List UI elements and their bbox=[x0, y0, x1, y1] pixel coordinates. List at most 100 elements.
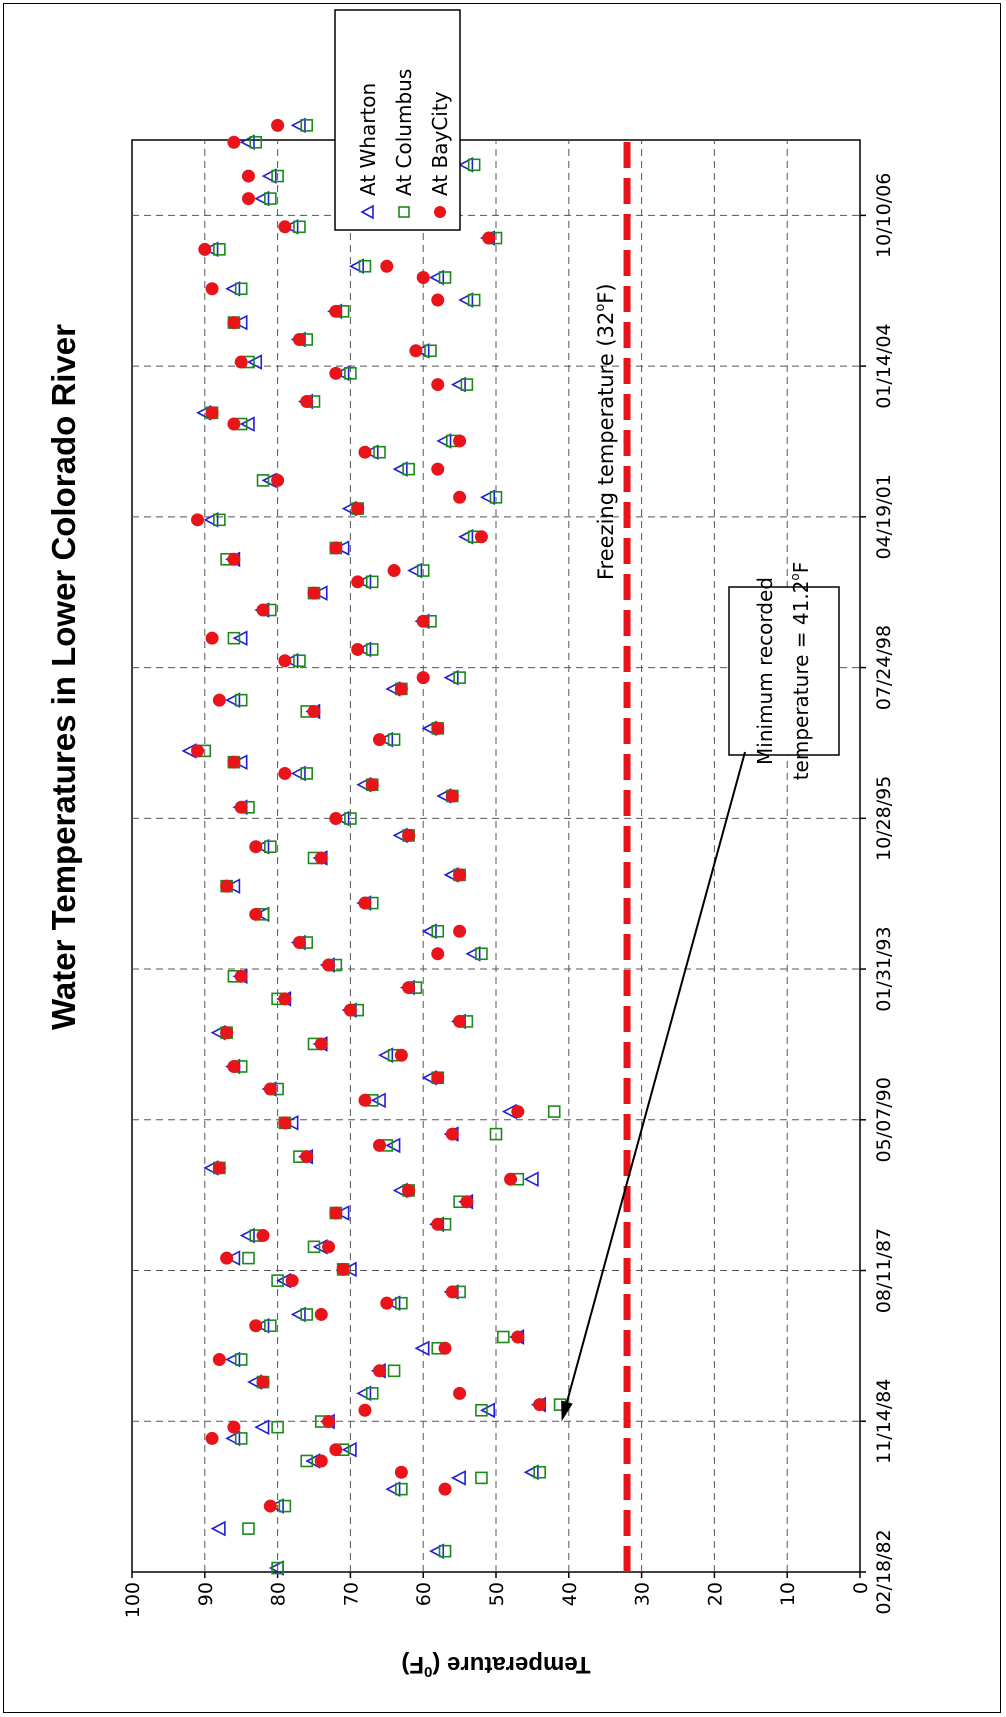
point-columbus bbox=[293, 654, 306, 668]
point-baycity bbox=[511, 1330, 525, 1344]
point-baycity bbox=[373, 1138, 387, 1152]
y-tick-label: 10 bbox=[777, 1582, 799, 1606]
point-wharton bbox=[283, 652, 299, 669]
point-baycity bbox=[453, 924, 467, 938]
point-wharton bbox=[247, 354, 263, 370]
point-columbus bbox=[256, 474, 270, 487]
point-wharton bbox=[370, 1092, 386, 1109]
point-columbus bbox=[234, 1353, 248, 1366]
point-wharton bbox=[261, 168, 277, 184]
point-wharton bbox=[458, 156, 474, 173]
point-columbus bbox=[271, 1561, 284, 1575]
point-baycity bbox=[314, 1037, 328, 1051]
point-baycity bbox=[336, 1262, 350, 1276]
point-columbus bbox=[489, 1127, 503, 1141]
point-wharton bbox=[341, 1261, 357, 1278]
point-baycity bbox=[278, 992, 292, 1006]
point-baycity bbox=[278, 220, 292, 234]
point-wharton bbox=[443, 669, 459, 686]
chart-frame bbox=[3, 3, 1001, 1713]
point-baycity bbox=[285, 1274, 299, 1288]
point-wharton bbox=[254, 1419, 270, 1435]
point-wharton bbox=[225, 692, 241, 708]
legend-marker-wharton bbox=[360, 204, 374, 220]
y-tick-label: 60 bbox=[413, 1582, 435, 1606]
point-columbus bbox=[365, 643, 379, 656]
point-columbus bbox=[467, 293, 481, 307]
y-tick-label: 40 bbox=[559, 1582, 581, 1606]
point-columbus bbox=[365, 575, 379, 589]
point-columbus bbox=[242, 1251, 255, 1265]
point-wharton bbox=[290, 1306, 306, 1323]
point-baycity bbox=[431, 1217, 445, 1231]
point-columbus bbox=[431, 924, 445, 938]
point-baycity bbox=[278, 766, 292, 780]
point-baycity bbox=[234, 800, 248, 814]
point-wharton bbox=[392, 461, 408, 477]
x-tick-label: 05/07/90 bbox=[873, 1077, 895, 1162]
point-baycity bbox=[198, 242, 212, 256]
point-wharton bbox=[283, 218, 299, 235]
minimum-annotation: Minimum recorded temperature = 41.2oF bbox=[561, 562, 840, 1422]
y-tick-label: 50 bbox=[486, 1582, 508, 1606]
point-baycity bbox=[227, 417, 241, 431]
point-baycity bbox=[314, 1454, 328, 1468]
data-points bbox=[181, 117, 567, 1576]
point-wharton bbox=[210, 1520, 226, 1537]
y-tick-label: 30 bbox=[632, 1582, 654, 1606]
point-baycity bbox=[263, 1082, 277, 1096]
point-wharton bbox=[414, 1340, 430, 1357]
point-baycity bbox=[482, 231, 496, 245]
x-tick-label: 10/28/95 bbox=[873, 776, 895, 861]
point-baycity bbox=[445, 789, 459, 803]
point-wharton bbox=[290, 765, 306, 782]
point-columbus bbox=[300, 1454, 314, 1468]
point-columbus bbox=[533, 1465, 546, 1479]
point-wharton bbox=[479, 489, 496, 506]
point-baycity bbox=[314, 851, 328, 865]
point-wharton bbox=[254, 190, 270, 207]
point-columbus bbox=[264, 1319, 277, 1333]
point-wharton bbox=[429, 1543, 445, 1559]
point-baycity bbox=[358, 1093, 372, 1107]
point-baycity bbox=[227, 1420, 241, 1434]
point-baycity bbox=[256, 1375, 270, 1389]
point-columbus bbox=[438, 271, 452, 284]
point-baycity bbox=[205, 282, 219, 296]
x-tick-label: 04/19/01 bbox=[873, 474, 895, 559]
point-baycity bbox=[358, 896, 372, 910]
point-columbus bbox=[489, 490, 503, 504]
point-baycity bbox=[241, 192, 255, 206]
point-wharton bbox=[421, 923, 437, 940]
point-wharton bbox=[203, 241, 219, 258]
point-baycity bbox=[249, 1319, 263, 1333]
point-baycity bbox=[300, 1150, 314, 1164]
point-wharton bbox=[334, 365, 350, 382]
annotation-arrowhead bbox=[561, 1400, 573, 1422]
point-baycity bbox=[402, 828, 416, 842]
point-baycity bbox=[373, 733, 387, 747]
point-baycity bbox=[416, 614, 430, 628]
point-wharton bbox=[334, 540, 350, 556]
point-columbus bbox=[475, 947, 488, 961]
point-baycity bbox=[445, 1127, 459, 1141]
point-wharton bbox=[225, 1430, 241, 1447]
point-wharton bbox=[407, 562, 423, 579]
point-baycity bbox=[256, 1229, 270, 1243]
point-wharton bbox=[254, 1317, 270, 1334]
point-baycity bbox=[220, 1026, 234, 1040]
point-baycity bbox=[402, 1183, 416, 1197]
point-baycity bbox=[256, 603, 270, 617]
legend-marker-columbus bbox=[398, 206, 410, 218]
point-columbus bbox=[213, 243, 226, 256]
point-wharton bbox=[203, 512, 219, 528]
point-columbus bbox=[402, 462, 415, 476]
point-wharton bbox=[334, 810, 350, 827]
point-baycity bbox=[416, 671, 430, 685]
point-baycity bbox=[394, 1465, 408, 1479]
point-baycity bbox=[322, 1415, 336, 1429]
point-wharton bbox=[225, 280, 241, 297]
point-baycity bbox=[511, 1105, 525, 1119]
point-columbus bbox=[496, 1330, 510, 1344]
